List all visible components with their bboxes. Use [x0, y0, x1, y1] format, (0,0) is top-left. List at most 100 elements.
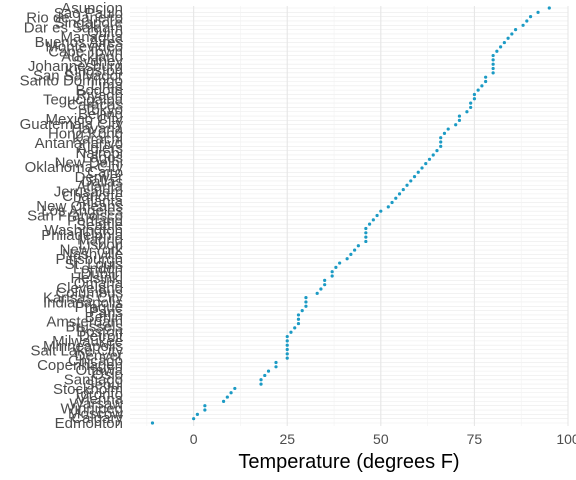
city-label: Asuncion [61, 0, 123, 17]
city-label: Pittsburgh [55, 251, 123, 268]
city-label: Lima [90, 77, 123, 94]
data-point [491, 66, 495, 71]
city-label: Tegucigalpa [43, 92, 124, 109]
city-label: Dar es Salaam [24, 19, 123, 36]
city-label: Washington [44, 222, 123, 239]
data-point [315, 291, 319, 295]
city-label: Kansas City [43, 290, 124, 307]
data-point [491, 71, 495, 75]
city-label: Auckland [61, 48, 123, 65]
city-label: Lisbon [79, 236, 123, 253]
city-label: Algiers [77, 140, 123, 157]
city-label: Seattle [76, 217, 123, 234]
city-label: Boston [76, 323, 123, 340]
data-point [375, 213, 379, 218]
data-point [420, 166, 424, 170]
data-point [334, 265, 338, 269]
data-point [506, 36, 510, 40]
city-label: Stockholm [53, 381, 123, 398]
data-point [469, 105, 473, 110]
data-point [439, 140, 443, 144]
city-label: Mexico City [45, 111, 123, 128]
city-label: Havana [71, 121, 123, 138]
data-point [472, 92, 477, 97]
x-axis-title: Temperature (degrees F) [238, 451, 459, 473]
city-label: Caracas [67, 97, 123, 114]
city-label: Columbus [55, 285, 123, 302]
city-label: Cairo [87, 164, 123, 181]
data-point [547, 6, 551, 10]
city-label: Portland [67, 212, 123, 229]
city-label: Madrid [77, 232, 123, 249]
city-label: Guatemala City [20, 116, 124, 133]
city-label: Santo Domingo [20, 72, 123, 89]
data-point [195, 412, 199, 416]
data-point [229, 391, 233, 395]
city-label: Santiago [64, 372, 123, 389]
data-point [266, 369, 271, 373]
city-label: Oslo [92, 367, 123, 384]
data-point [439, 136, 443, 140]
data-point [480, 84, 484, 88]
city-label: Kingston [65, 63, 123, 80]
city-label: Bogota [75, 82, 123, 99]
city-label: New Delhi [55, 154, 123, 171]
data-point [364, 226, 368, 231]
data-point [476, 88, 480, 92]
data-point [259, 382, 263, 386]
data-point [465, 110, 469, 114]
data-point [405, 183, 409, 187]
city-label: Nairobi [75, 145, 123, 162]
data-point [285, 347, 289, 352]
city-label: Toronto [73, 386, 123, 403]
data-point [274, 360, 278, 365]
city-label: Calgary [71, 410, 123, 427]
data-point [296, 317, 301, 321]
city-label: Antananarivo [35, 135, 123, 152]
city-label: Lagos [82, 150, 123, 167]
city-label: Los Angeles [41, 203, 123, 220]
data-point [446, 127, 450, 131]
data-point [304, 296, 308, 300]
data-point [371, 218, 375, 222]
data-point [525, 19, 529, 23]
data-point [323, 278, 327, 282]
data-point [424, 162, 428, 166]
city-label: New Orleans [36, 198, 123, 215]
data-point [285, 339, 289, 343]
data-point [427, 157, 432, 161]
data-point [397, 192, 402, 196]
data-point [454, 123, 458, 127]
data-point [285, 356, 289, 360]
city-label: Atlanta [76, 179, 123, 196]
city-label: Denver [75, 347, 123, 364]
city-label: Karachi [72, 130, 123, 147]
data-point [203, 408, 207, 412]
data-points [150, 6, 551, 425]
data-point [510, 32, 514, 36]
city-label: Brussels [65, 318, 123, 335]
data-point [435, 149, 439, 153]
data-point [416, 170, 420, 174]
data-point [293, 326, 297, 330]
city-label: Beijing [78, 106, 123, 123]
city-label: Vienna [77, 391, 124, 408]
city-label: Minneapolis [43, 338, 123, 355]
data-point [491, 58, 495, 62]
city-label: San Salvador [33, 68, 123, 85]
data-point [353, 248, 357, 252]
data-point [304, 304, 308, 308]
data-point [401, 187, 405, 192]
city-labels: EdmontonCalgaryMoscowWinnipegWarsawVienn… [20, 0, 124, 432]
data-point [323, 283, 327, 287]
city-label: London [73, 261, 123, 278]
data-point [349, 252, 353, 257]
data-point [528, 15, 533, 19]
data-point [150, 421, 155, 425]
data-point [491, 53, 495, 58]
data-point [536, 10, 540, 14]
city-label: Riyadh [76, 87, 123, 104]
data-point [192, 417, 196, 421]
city-label: Charlotte [62, 188, 123, 205]
